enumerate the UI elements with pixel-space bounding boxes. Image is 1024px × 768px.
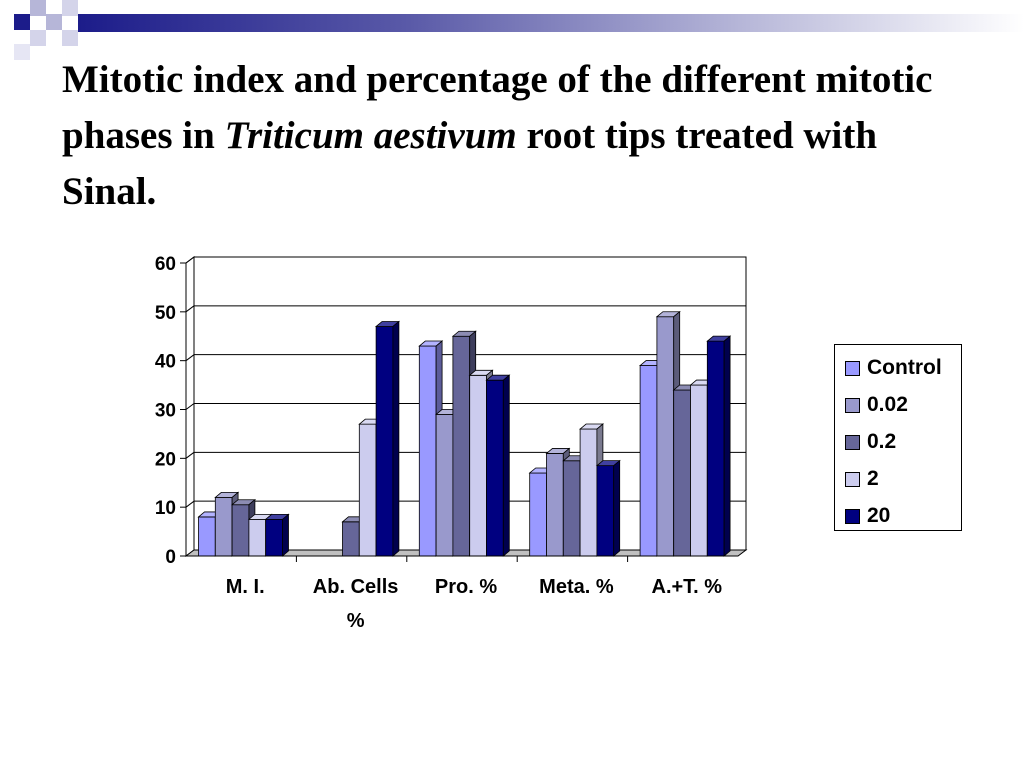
legend-swatch [845,397,860,413]
bar [358,423,377,557]
bar [375,326,394,557]
bar [452,335,471,557]
legend-item: 2 [845,467,879,491]
x-category-label: Pro. % [435,576,497,598]
legend-item: 20 [845,504,890,528]
legend-swatch [845,434,860,450]
gridline-side [185,403,195,410]
decor-square-6 [30,30,46,46]
bar [265,518,283,557]
x-category-label: Ab. Cells% [313,576,399,632]
x-category-label: Meta. % [539,576,614,598]
gridline-side [185,500,195,508]
y-tick-label: 60 [155,254,176,275]
bar [198,516,216,557]
gridline-side [185,305,195,313]
bar [656,316,675,557]
bar [562,460,581,557]
x-category-label: A.+T. % [652,576,723,598]
legend-label: 0.2 [867,430,897,453]
bar [418,345,437,557]
bar-side [502,374,510,557]
decor-square-3 [46,14,62,30]
bar [486,379,504,557]
bar-side [392,320,400,557]
x-category-label: M. I. [226,576,265,598]
bar-side [723,335,731,557]
bar-side [282,513,289,557]
legend-label: 0.02 [867,393,908,416]
bar [342,521,360,557]
bar [546,453,564,557]
decor-square-7 [14,44,30,60]
bar [579,428,598,557]
decor-square-5 [62,30,78,46]
gridline-side [185,256,195,264]
title-species: Triticum aestivum [224,114,517,157]
gridline-side [185,354,195,362]
legend-label: Control [867,356,942,379]
title-text-2: root tips treated with Sinal. [62,114,878,213]
legend-label: 2 [867,467,879,490]
legend-item: 0.2 [845,430,896,454]
bar [469,374,487,557]
slide-title: Mitotic index and percentage of the diff… [62,52,962,220]
legend-item: 0.02 [845,393,908,417]
legend-label: 20 [867,504,891,527]
y-tick-label: 20 [155,449,176,470]
legend-swatch [845,360,860,376]
bar-side [613,459,621,557]
legend-swatch [845,471,860,487]
bar [596,465,615,557]
gridline-side [185,451,195,459]
bar [706,340,725,557]
y-tick-label: 0 [165,547,176,568]
bar [690,384,708,557]
chart-legend: Control 0.02 0.2 2 20 [834,344,962,531]
legend-item: Control [845,356,942,380]
header-gradient-bar [78,14,1024,32]
decor-square-4 [62,0,78,16]
bar [673,389,691,557]
decor-square-2 [30,0,46,16]
bar [248,518,267,557]
bar [231,504,250,557]
y-tick-label: 50 [155,303,176,324]
decor-square-1 [14,14,30,30]
y-tick-label: 30 [155,401,176,422]
bar [435,413,454,557]
y-tick-label: 40 [155,352,176,373]
bar [639,365,658,557]
bar [529,472,547,557]
legend-swatch [845,508,860,524]
bar [214,496,233,557]
title-text-1: Mitotic index and percentage of the diff… [62,58,933,157]
y-tick-label: 10 [155,498,176,519]
